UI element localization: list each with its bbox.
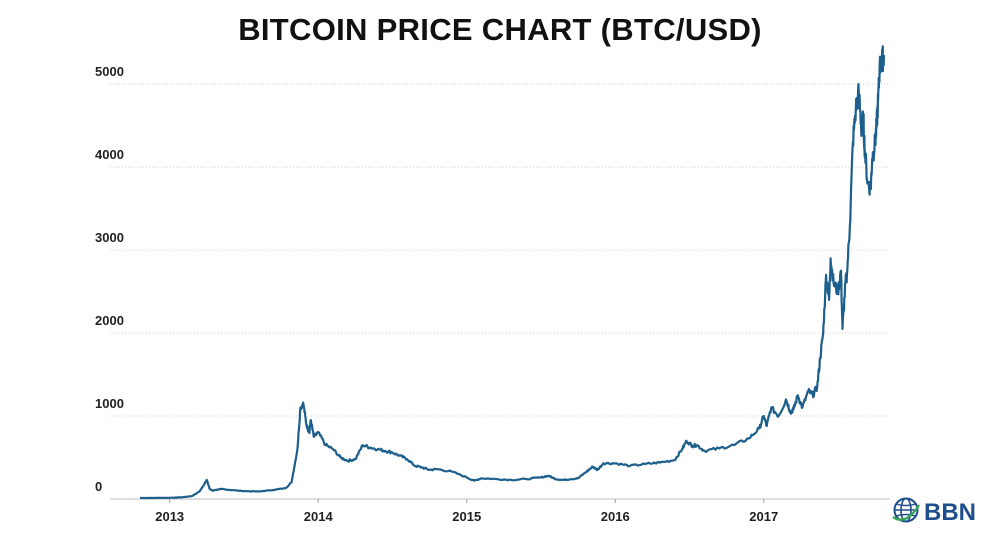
price-line <box>140 45 886 500</box>
y-tick-label: 2000 <box>95 313 124 328</box>
y-tick-label: 0 <box>95 479 102 494</box>
x-axis-ticks: 2013 2014 2015 2016 2017 <box>155 499 778 524</box>
globe-icon <box>892 496 921 529</box>
grid-lines <box>110 83 890 417</box>
logo-text: BBN <box>924 498 976 526</box>
x-tick-label: 2014 <box>304 509 334 524</box>
y-tick-label: 3000 <box>95 230 124 245</box>
chart-title: BITCOIN PRICE CHART (BTC/USD) <box>238 12 762 47</box>
y-tick-label: 5000 <box>95 64 124 79</box>
y-tick-label: 1000 <box>95 396 124 411</box>
x-tick-label: 2013 <box>155 509 184 524</box>
y-axis-ticks: 0 1000 2000 3000 4000 5000 <box>95 64 124 494</box>
x-tick-label: 2016 <box>601 509 630 524</box>
x-tick-label: 2015 <box>452 509 481 524</box>
y-tick-label: 4000 <box>95 147 124 162</box>
bbn-logo: BBN <box>892 496 976 529</box>
x-tick-label: 2017 <box>749 509 778 524</box>
